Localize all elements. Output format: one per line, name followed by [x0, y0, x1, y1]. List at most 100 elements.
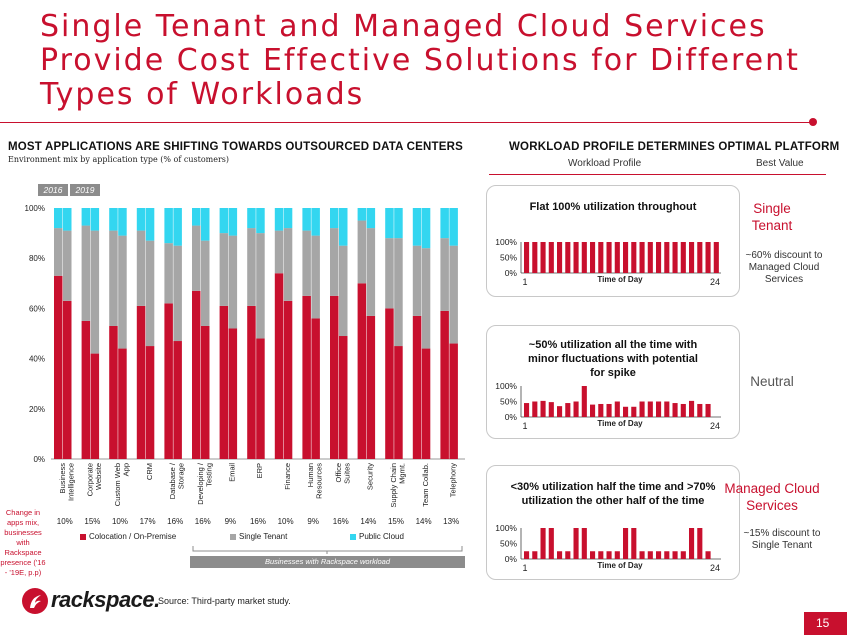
- changes-row: 10% 15% 10% 17% 16% 16% 9% 16% 10% 9% 16% 14% 15% 14%…: [0, 517, 475, 529]
- y-tick-label: 80%: [29, 254, 45, 263]
- x-tick-label: ERP: [255, 463, 264, 478]
- utilization-bar: [631, 528, 637, 559]
- y-tick-label: 0%: [505, 268, 518, 278]
- bar-single-tenant: [339, 245, 348, 337]
- bar-single-tenant: [164, 243, 173, 304]
- y-tick-label: 20%: [29, 405, 45, 414]
- bar-single-tenant: [192, 225, 201, 291]
- utilization-bar: [705, 551, 711, 559]
- utilization-bar: [623, 528, 629, 559]
- page-number-tab: [804, 612, 847, 635]
- chart-legend: Colocation / On-Premise Single Tenant Publ…: [60, 532, 460, 544]
- x-tick-label-line: Human: [306, 463, 315, 487]
- x-tick-label-line: Website: [94, 463, 103, 490]
- bar-colocation: [145, 346, 155, 459]
- bar-colocation: [412, 315, 422, 459]
- bar-single-tenant: [90, 230, 100, 354]
- bar-public-cloud: [81, 208, 91, 226]
- utilization-bar: [689, 528, 695, 559]
- utilization-bar: [639, 401, 645, 417]
- bar-public-cloud: [54, 208, 63, 229]
- left-section-title: MOST APPLICATIONS ARE SHIFTING TOWARDS O…: [8, 141, 463, 153]
- bar-single-tenant: [385, 238, 394, 309]
- utilization-bar: [540, 528, 546, 559]
- best-value-neutral: Neutral: [750, 374, 794, 389]
- y-tick-label: 100%: [495, 237, 517, 247]
- bar-single-tenant: [274, 230, 284, 274]
- change-value: 13%: [443, 517, 460, 526]
- bar-public-cloud: [256, 208, 265, 234]
- utilization-bar: [598, 242, 604, 273]
- x-tick-label-line: Finance: [283, 463, 292, 490]
- bar-single-tenant: [145, 240, 155, 347]
- x-tick-label: Supply Chain Mgmt.: [389, 463, 407, 508]
- note-managed-cloud: ~15% discount to Single Tenant: [743, 528, 821, 551]
- bar-public-cloud: [385, 208, 394, 239]
- legend-swatch: [80, 534, 86, 540]
- utilization-bar: [664, 551, 670, 559]
- utilization-chart-flat: 100% 50% 0% 1 24 Time of Day: [495, 237, 721, 286]
- x-tick-label-line: Database /: [168, 462, 177, 499]
- utilization-bar: [573, 242, 579, 273]
- x-start-label: 1: [522, 421, 527, 431]
- x-tick-label-line: Corporate: [85, 463, 94, 496]
- header-underline: [489, 174, 826, 175]
- panel-title: <30% utilization half the time and >70% …: [510, 481, 716, 507]
- bar-single-tenant: [81, 225, 91, 321]
- left-section-subtitle: Environment mix by application type (% o…: [8, 155, 229, 164]
- bar-colocation: [63, 300, 72, 459]
- x-axis-title: Time of Day: [597, 419, 643, 428]
- utilization-bar: [557, 406, 563, 417]
- x-tick-label: Office Suites: [334, 463, 352, 484]
- utilization-bar: [623, 406, 629, 417]
- y-tick-label: 0%: [505, 412, 518, 422]
- bar-public-cloud: [118, 208, 127, 236]
- bar-single-tenant: [136, 230, 146, 306]
- x-axis-title: Time of Day: [597, 561, 643, 570]
- bar-public-cloud: [90, 208, 100, 231]
- utilization-bar: [656, 242, 662, 273]
- x-end-label: 24: [710, 421, 720, 431]
- x-tick-label-line: ERP: [255, 463, 264, 478]
- utilization-bar: [573, 401, 579, 417]
- bar-colocation: [118, 348, 127, 459]
- page-number: 15: [816, 616, 830, 630]
- y-tick-label: 0%: [33, 455, 45, 464]
- utilization-bar: [672, 551, 678, 559]
- x-tick-label-line: Business: [58, 463, 67, 494]
- bar-colocation: [385, 308, 394, 459]
- x-tick-label-line: App: [121, 463, 130, 476]
- y-tick-label: 50%: [500, 539, 517, 549]
- bar-public-cloud: [247, 208, 256, 229]
- bar-single-tenant: [412, 245, 422, 316]
- x-tick-label: Corporate Website: [85, 463, 103, 496]
- bracket-background: [190, 556, 465, 568]
- bar-single-tenant: [330, 228, 339, 296]
- x-tick-label-line: Resources: [315, 463, 324, 499]
- bar-single-tenant: [109, 230, 118, 326]
- utilization-bar: [697, 528, 703, 559]
- bar-colocation: [247, 305, 256, 459]
- bar-public-cloud: [145, 208, 155, 241]
- bar-public-cloud: [164, 208, 173, 244]
- utilization-bar: [705, 242, 711, 273]
- utilization-bar: [532, 401, 538, 417]
- utilization-bar: [680, 403, 686, 417]
- x-tick-label: Human Resources: [306, 463, 324, 499]
- bar-colocation: [449, 343, 458, 459]
- x-tick-label-line: Team Collab.: [421, 463, 430, 507]
- utilization-bar: [647, 401, 653, 417]
- x-tick-label-line: Office: [334, 463, 343, 482]
- bar-public-cloud: [394, 208, 403, 239]
- bar-single-tenant: [366, 228, 376, 316]
- x-tick-label: Business Intelligence: [58, 463, 76, 501]
- change-value: 17%: [139, 517, 156, 526]
- bar-single-tenant: [173, 245, 182, 342]
- utilization-bar: [532, 242, 538, 273]
- bar-colocation: [357, 283, 367, 459]
- bar-single-tenant: [302, 230, 311, 296]
- utilization-bar: [656, 401, 662, 417]
- workload-panel-fluctuating: ~50% utilization all the time with minor…: [486, 325, 740, 439]
- workload-panel-flat: Flat 100% utilization throughout 100% 50%…: [486, 185, 740, 297]
- bar-single-tenant: [311, 235, 320, 319]
